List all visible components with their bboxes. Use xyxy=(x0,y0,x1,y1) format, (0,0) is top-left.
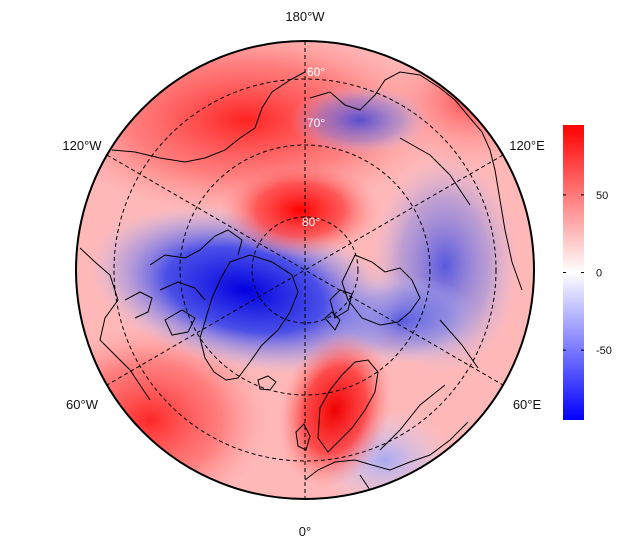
siberia-coast xyxy=(309,71,523,291)
colorbar: 50 0 -50 xyxy=(563,125,612,420)
lon-label-top: 180°W xyxy=(285,9,325,24)
alaska-coast xyxy=(254,71,306,129)
lon-label-upper-right: 120°E xyxy=(509,138,545,153)
siberia-inland-borders xyxy=(379,137,479,451)
meridian-60e-120w xyxy=(106,154,504,386)
greenland-coast xyxy=(199,254,299,381)
colorbar-tick-label: 50 xyxy=(596,190,608,202)
canadian-archipelago xyxy=(124,229,243,336)
anomaly-field xyxy=(76,41,534,499)
russia-arctic-coast xyxy=(341,254,421,326)
north-america-coast xyxy=(79,127,256,401)
lat-label-60: 60° xyxy=(307,65,325,79)
lat-label-70: 70° xyxy=(307,116,325,130)
lat-label-80: 80° xyxy=(302,215,320,229)
lon-label-lower-right: 60°E xyxy=(513,397,542,412)
colorbar-ticks: 50 0 -50 xyxy=(563,190,612,357)
iceland xyxy=(257,375,277,391)
colorbar-tick-label: -50 xyxy=(596,345,612,357)
lat-labels: 60° 70° 80° xyxy=(302,65,325,229)
colorbar-gradient xyxy=(563,125,584,420)
coastlines xyxy=(79,71,523,499)
lon-label-upper-left: 120°W xyxy=(62,138,102,153)
lon-label-lower-left: 60°W xyxy=(66,397,99,412)
meridian-120e-60w xyxy=(106,154,504,386)
bering-low xyxy=(290,85,430,155)
graticule xyxy=(106,41,504,499)
uk-coast xyxy=(295,423,311,451)
lon-label-bottom: 0° xyxy=(299,524,311,539)
novaya-zemlya xyxy=(329,289,353,319)
scandinavia-coast xyxy=(317,359,379,453)
polar-high xyxy=(220,162,380,258)
svalbard xyxy=(324,311,341,331)
lon-labels: 180°W 120°W 120°E 60°W 60°E 0° xyxy=(62,9,545,539)
colorbar-tick-label: 0 xyxy=(596,268,602,280)
map-boundary xyxy=(75,40,535,500)
lat-circle-80 xyxy=(251,216,359,324)
